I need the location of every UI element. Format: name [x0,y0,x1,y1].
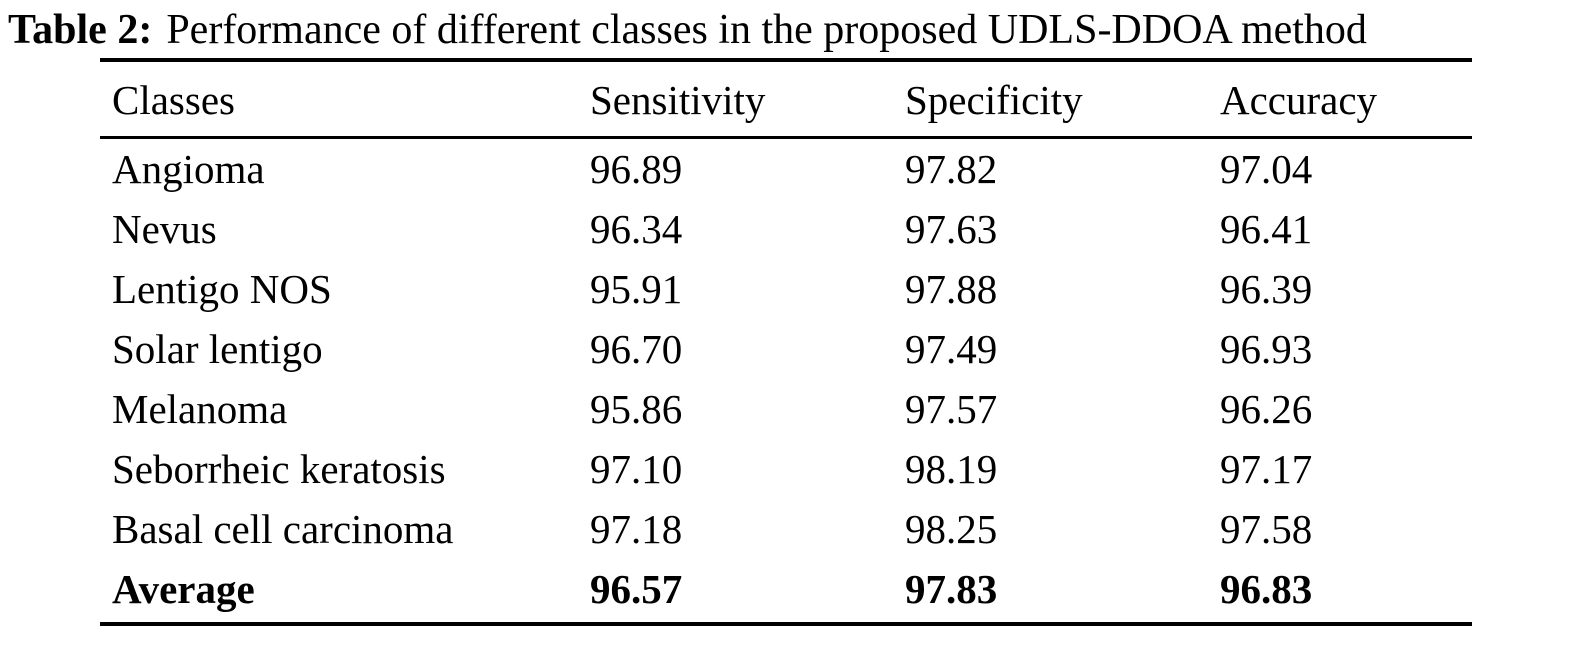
cell-sensitivity: 96.70 [590,326,683,372]
cell-sensitivity: 95.86 [590,386,683,432]
cell-accuracy: 96.83 [1220,566,1313,612]
cell-class: Seborrheic keratosis [112,446,446,492]
table-row: Lentigo NOS 95.91 97.88 96.39 [100,259,1472,319]
table-row: Nevus 96.34 97.63 96.41 [100,199,1472,259]
cell-specificity: 98.25 [905,506,998,552]
cell-sensitivity: 95.91 [590,266,683,312]
cell-specificity: 98.19 [905,446,998,492]
cell-class: Melanoma [112,386,288,432]
table-row: Seborrheic keratosis 97.10 98.19 97.17 [100,439,1472,499]
cell-class: Nevus [112,206,217,252]
cell-specificity: 97.49 [905,326,998,372]
cell-accuracy: 96.26 [1220,386,1313,432]
column-header-accuracy: Accuracy [1220,60,1472,139]
table-caption-text: Performance of different classes in the … [166,7,1367,53]
cell-specificity: 97.83 [905,566,998,612]
cell-sensitivity: 96.57 [590,566,683,612]
table-row: Angioma 96.89 97.82 97.04 [100,138,1472,200]
cell-sensitivity: 96.89 [590,146,683,192]
table-body: Angioma 96.89 97.82 97.04 Nevus 96.34 97… [100,138,1472,625]
cell-sensitivity: 97.18 [590,506,683,552]
cell-sensitivity: 96.34 [590,206,683,252]
cell-accuracy: 97.04 [1220,146,1313,192]
cell-accuracy: 96.39 [1220,266,1313,312]
table-row: Solar lentigo 96.70 97.49 96.93 [100,319,1472,379]
cell-accuracy: 97.17 [1220,446,1313,492]
table-row: Melanoma 95.86 97.57 96.26 [100,379,1472,439]
cell-class: Solar lentigo [112,326,323,372]
column-header-classes: Classes [100,60,590,139]
cell-accuracy: 97.58 [1220,506,1313,552]
column-header-sensitivity: Sensitivity [590,60,905,139]
cell-accuracy: 96.41 [1220,206,1313,252]
table-header-row: Classes Sensitivity Specificity Accuracy [100,60,1472,139]
cell-specificity: 97.82 [905,146,998,192]
cell-class: Basal cell carcinoma [112,506,454,552]
cell-specificity: 97.57 [905,386,998,432]
performance-table: Classes Sensitivity Specificity Accuracy… [100,58,1472,626]
table-row: Basal cell carcinoma 97.18 98.25 97.58 [100,499,1472,559]
cell-class: Angioma [112,146,265,192]
table-row-average: Average 96.57 97.83 96.83 [100,559,1472,624]
table-caption: Table 2: Performance of different classes… [0,0,1579,58]
table-caption-label: Table 2: [8,7,153,53]
cell-specificity: 97.88 [905,266,998,312]
cell-class: Lentigo NOS [112,266,332,312]
cell-accuracy: 96.93 [1220,326,1313,372]
cell-sensitivity: 97.10 [590,446,683,492]
cell-specificity: 97.63 [905,206,998,252]
column-header-specificity: Specificity [905,60,1220,139]
table-header: Classes Sensitivity Specificity Accuracy [100,60,1472,139]
cell-class: Average [112,566,255,612]
